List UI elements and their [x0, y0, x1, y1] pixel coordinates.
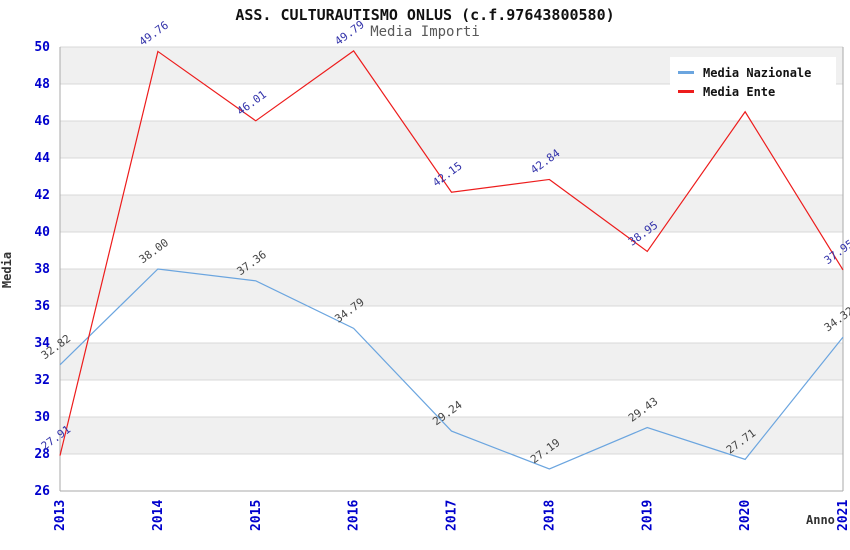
- x-tick-label: 2020: [738, 500, 753, 531]
- y-tick-label: 28: [34, 447, 50, 462]
- grid-band: [60, 121, 843, 158]
- x-tick-label: 2021: [836, 500, 850, 531]
- series-line-media-nazionale: [59, 268, 844, 470]
- grid-band: [60, 417, 843, 454]
- x-tick-label: 2017: [445, 500, 460, 531]
- data-point-label-media-nazionale: 34.32: [822, 304, 850, 334]
- y-tick-label: 34: [34, 336, 50, 351]
- grid-band: [60, 269, 843, 306]
- legend-item-media-nazionale: Media Nazionale: [678, 63, 828, 82]
- legend-swatch-icon: [678, 71, 694, 74]
- y-tick-label: 38: [34, 262, 50, 277]
- x-tick-label: 2016: [347, 500, 362, 531]
- chart-subtitle: Media Importi: [370, 24, 480, 40]
- x-tick-label: 2018: [542, 500, 557, 531]
- grid-band: [60, 195, 843, 232]
- data-point-label-media-ente: 46.01: [234, 88, 268, 118]
- y-tick-label: 44: [34, 151, 50, 166]
- y-tick-label: 26: [34, 484, 50, 499]
- grid-band: [60, 343, 843, 380]
- y-tick-label: 46: [34, 114, 50, 129]
- y-tick-label: 48: [34, 77, 50, 92]
- legend-item-media-ente: Media Ente: [678, 82, 828, 101]
- x-tick-label: 2015: [249, 500, 264, 531]
- x-tick-label: 2019: [640, 500, 655, 531]
- y-tick-label: 40: [34, 225, 50, 240]
- y-tick-label: 42: [34, 188, 50, 203]
- y-axis-title: Media: [0, 251, 14, 289]
- legend-label: Media Nazionale: [703, 65, 812, 80]
- x-tick-label: 2014: [151, 500, 166, 531]
- y-tick-label: 50: [34, 40, 50, 55]
- y-tick-label: 36: [34, 299, 50, 314]
- chart-title: ASS. CULTURAUTISMO ONLUS (c.f.9764380058…: [235, 6, 615, 24]
- legend-label: Media Ente: [703, 84, 776, 99]
- x-axis-title: Anno: [806, 513, 835, 527]
- data-point-label-media-ente: 42.15: [430, 159, 464, 189]
- y-tick-label: 30: [34, 410, 50, 425]
- y-tick-label: 32: [34, 373, 50, 388]
- data-point-label-media-nazionale: 38.00: [137, 236, 171, 266]
- legend-swatch-icon: [678, 90, 694, 93]
- legend: Media Nazionale Media Ente: [670, 57, 836, 107]
- x-tick-label: 2013: [53, 500, 68, 531]
- series-line-media-ente: [59, 50, 844, 456]
